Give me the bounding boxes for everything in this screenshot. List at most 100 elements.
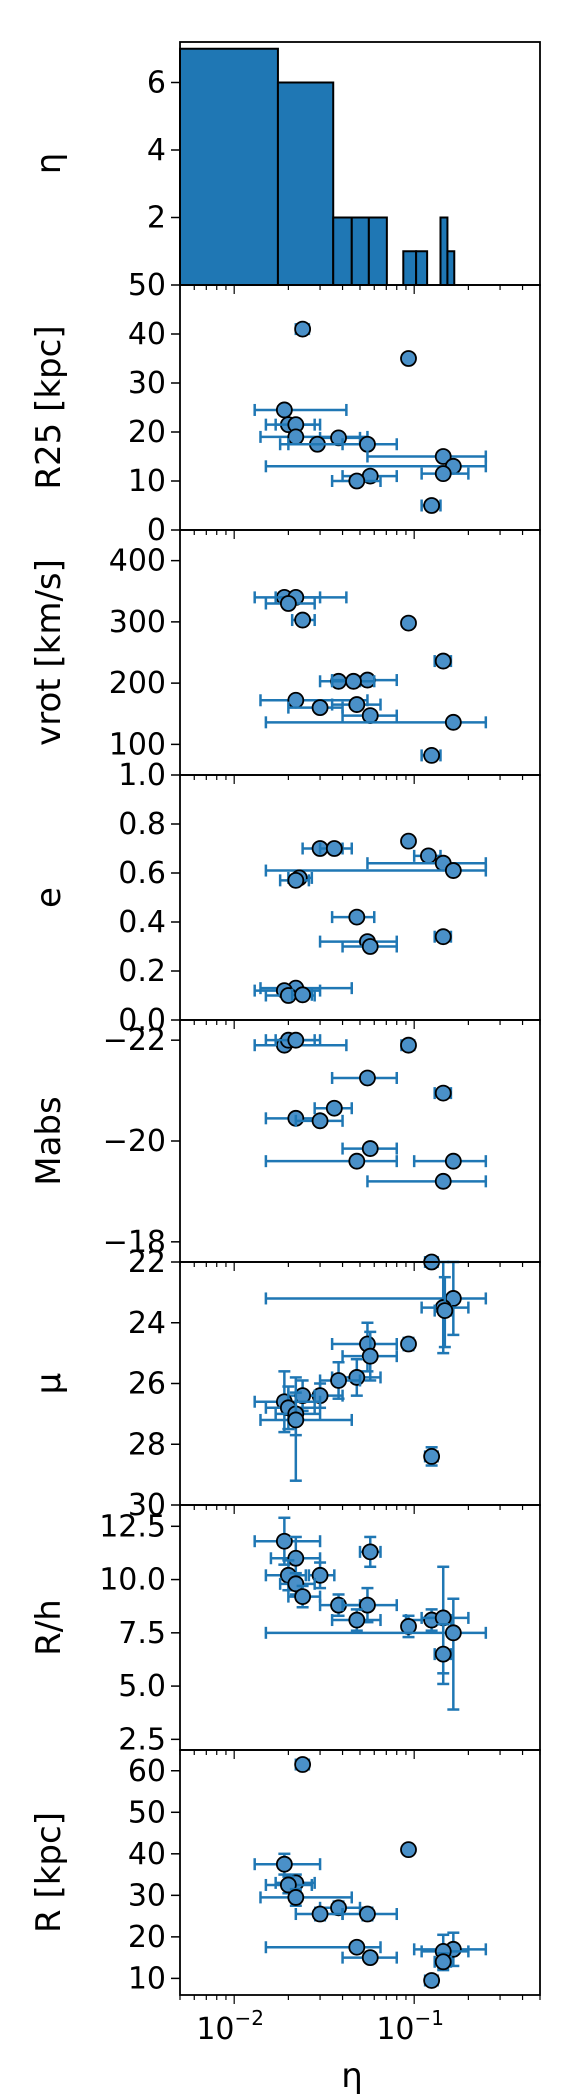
data-point — [287, 1575, 305, 1593]
y-tick-label: 20 — [128, 1920, 166, 1955]
x-axis-label: η — [341, 2056, 363, 2096]
histogram-bar — [179, 47, 279, 286]
errorbar-group — [341, 707, 398, 724]
errorbar-group — [278, 1571, 316, 1596]
errorbar-group — [290, 611, 316, 629]
data-point — [400, 614, 417, 632]
panel-2: 0 10 20 30 40 50 R25 [kpc] — [29, 268, 541, 548]
errorbar-group — [264, 713, 488, 731]
y-tick-label: 40 — [128, 1837, 166, 1872]
data-point — [294, 1756, 312, 1773]
errorbar-group — [307, 1561, 336, 1590]
data-point — [348, 472, 366, 490]
data-point — [287, 871, 305, 889]
errorbar-group — [330, 1608, 382, 1632]
errorbar-group — [412, 1152, 488, 1170]
errorbar-group — [330, 472, 382, 490]
data-point — [423, 1972, 441, 1989]
histogram-bar — [350, 216, 370, 286]
y-tick-label: 30 — [128, 366, 166, 401]
panel-3: 100 200 300 400 vrot [km/s] — [29, 529, 541, 784]
y-tick-label: 12.5 — [99, 1509, 166, 1544]
data-point — [287, 691, 305, 709]
errorbar-group — [294, 1756, 312, 1773]
errorbar-group — [318, 840, 354, 857]
y-tick-label: 28 — [128, 1427, 166, 1462]
errorbar-group — [259, 1376, 354, 1482]
y-axis-label: vrot [km/s] — [29, 559, 69, 746]
y-tick-label: 4 — [147, 133, 166, 168]
errorbar-group — [330, 696, 382, 713]
panel-5: −18 −20 −22 Mabs — [29, 986, 541, 1271]
y-tick-label: 26 — [128, 1367, 166, 1402]
errorbar-group — [420, 747, 442, 764]
errorbar-group — [341, 1140, 398, 1157]
errorbar-group — [330, 672, 376, 690]
data-point — [361, 1543, 379, 1561]
data-point — [348, 1369, 366, 1386]
x-tick-base: 10 — [196, 2012, 234, 2047]
panel-6: 22 24 26 28 30 μ — [29, 1245, 541, 1523]
data-point — [275, 1532, 293, 1550]
y-tick-label: 0.0 — [118, 1003, 166, 1038]
data-point — [287, 1549, 305, 1567]
data-point — [359, 1069, 376, 1087]
y-tick-label: −22 — [103, 1023, 166, 1058]
errorbar-group — [433, 1952, 453, 1972]
errorbar-group — [264, 1938, 382, 1956]
data-point — [444, 1624, 462, 1642]
y-axis-label: Mabs — [29, 1096, 69, 1185]
data-point — [275, 401, 293, 419]
data-point — [434, 448, 452, 465]
data-point — [444, 1152, 462, 1170]
data-point — [325, 840, 343, 857]
data-point — [436, 1302, 454, 1319]
data-point — [423, 747, 441, 764]
errorbar-group — [400, 614, 417, 632]
x-tick-base: 10 — [376, 2012, 414, 2047]
data-point — [400, 1335, 417, 1353]
errorbar-group — [294, 1112, 344, 1130]
y-tick-label: 400 — [109, 544, 166, 579]
histogram-bar — [402, 250, 418, 286]
data-point — [294, 320, 312, 338]
data-point — [420, 847, 437, 865]
data-point — [361, 1140, 379, 1157]
errorbar-group — [313, 1099, 354, 1117]
errorbar-group — [358, 1535, 382, 1569]
y-tick-label: 0.2 — [118, 954, 166, 989]
panel-frame — [179, 529, 541, 776]
errorbar-group — [294, 320, 312, 338]
data-point — [348, 696, 366, 713]
data-point — [287, 1889, 305, 1906]
errorbar-group — [264, 1260, 488, 1337]
y-tick-label: 1.0 — [118, 758, 166, 793]
histogram-bar — [446, 250, 456, 286]
errorbar-group — [433, 652, 453, 670]
data-point — [294, 986, 312, 1004]
errorbar-group — [341, 1905, 398, 1923]
errorbar-group — [420, 497, 442, 514]
errorbar-group — [330, 1321, 398, 1373]
errorbar-group — [433, 1275, 454, 1349]
y-tick-label: 2.5 — [118, 1722, 166, 1757]
data-point — [311, 1566, 329, 1584]
panel-7: 2.5 5.0 7.5 10.0 12.5 R/h — [29, 1504, 541, 1759]
errorbar-group — [330, 908, 376, 926]
y-tick-label: 10.0 — [99, 1563, 166, 1598]
y-tick-label: 300 — [109, 605, 166, 640]
data-point — [361, 938, 379, 955]
data-point — [434, 1172, 452, 1190]
data-point — [359, 1596, 376, 1614]
x-tick-label: 10−2 — [196, 2006, 264, 2047]
errorbar-group — [400, 1036, 417, 1054]
data-point — [434, 652, 452, 670]
data-point — [434, 465, 452, 483]
data-point — [330, 1372, 347, 1389]
data-point — [294, 611, 312, 629]
errorbar-group — [400, 350, 417, 367]
errorbar-group — [253, 1516, 322, 1566]
errorbar-group — [400, 832, 417, 850]
y-tick-label: 20 — [128, 415, 166, 450]
